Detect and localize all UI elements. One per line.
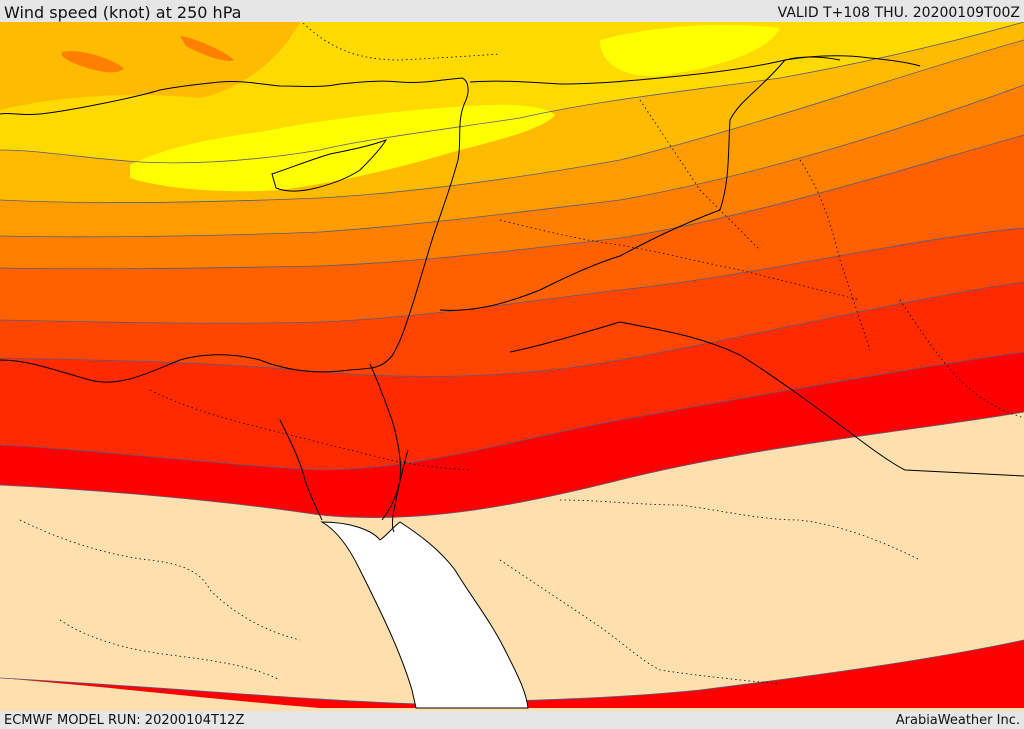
contour-6 [0, 84, 1024, 238]
border-2 [499, 559, 781, 685]
coastlines [0, 55, 1024, 533]
wind-band-9-east [600, 24, 780, 77]
wind-band-south [0, 640, 1024, 708]
wind-band-9 [130, 104, 555, 192]
red-sea-fill [320, 521, 529, 709]
border-4 [499, 219, 861, 301]
contour-3 [0, 281, 1024, 377]
contour-2 [0, 351, 1024, 471]
border-8 [149, 389, 471, 471]
contour-5 [0, 134, 1024, 270]
saudi-border [509, 321, 1024, 477]
wind-band-2-small [61, 51, 124, 73]
turkey-coast [469, 55, 921, 85]
med-coast [0, 77, 469, 383]
contour-8 [0, 22, 1024, 164]
border-3 [559, 499, 921, 561]
title-bar [0, 0, 1024, 22]
border-7 [899, 299, 1024, 419]
cyprus [271, 139, 388, 192]
wind-bands [0, 22, 1024, 711]
contour-lines [0, 22, 1024, 705]
borders [19, 22, 1024, 685]
model-run: ECMWF MODEL RUN: 20200104T12Z [4, 713, 245, 728]
footer-bar [0, 711, 1024, 729]
map-title: Wind speed (knot) at 250 hPa [4, 3, 242, 22]
border-5 [639, 99, 761, 251]
red-sea [320, 521, 529, 709]
suez-coast [279, 419, 323, 521]
wind-band-8 [0, 22, 1024, 163]
contour-7 [0, 39, 1024, 204]
border-6 [799, 159, 871, 351]
border-1 [19, 519, 301, 641]
wind-band-2-small-b [180, 36, 234, 61]
credit: ArabiaWeather Inc. [895, 713, 1020, 728]
sinai-coast [369, 363, 401, 521]
jordan-border [439, 56, 841, 311]
contour-south [0, 639, 1024, 705]
wind-speed-map [0, 22, 1024, 711]
contour-4 [0, 227, 1024, 324]
valid-time: VALID T+108 THU. 20200109T00Z [777, 5, 1020, 21]
gulf-aqaba [392, 449, 409, 533]
